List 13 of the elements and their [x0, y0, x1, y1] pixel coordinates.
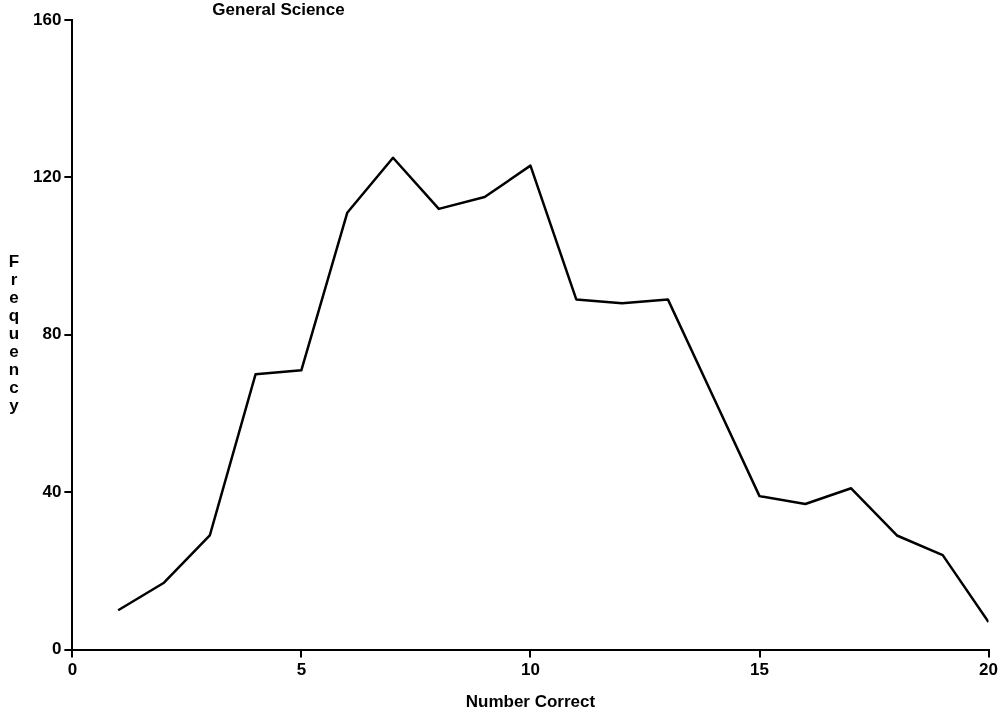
y-tick-label: 40	[42, 481, 62, 501]
x-tick-label: 15	[750, 660, 769, 680]
chart-title: General Science	[212, 0, 345, 19]
y-tick-label: 120	[32, 167, 62, 187]
x-tick-label: 20	[979, 660, 999, 680]
y-tick-label: 160	[32, 9, 62, 29]
y-tick-label: 80	[42, 324, 62, 344]
x-tick-label: 5	[296, 660, 307, 680]
y-tick-label: 0	[51, 639, 62, 659]
text: Frequency	[8, 252, 20, 416]
x-tick-label: 10	[520, 660, 540, 680]
x-axis-title: Number Correct	[465, 691, 596, 711]
x-tick-label: 0	[67, 660, 78, 680]
